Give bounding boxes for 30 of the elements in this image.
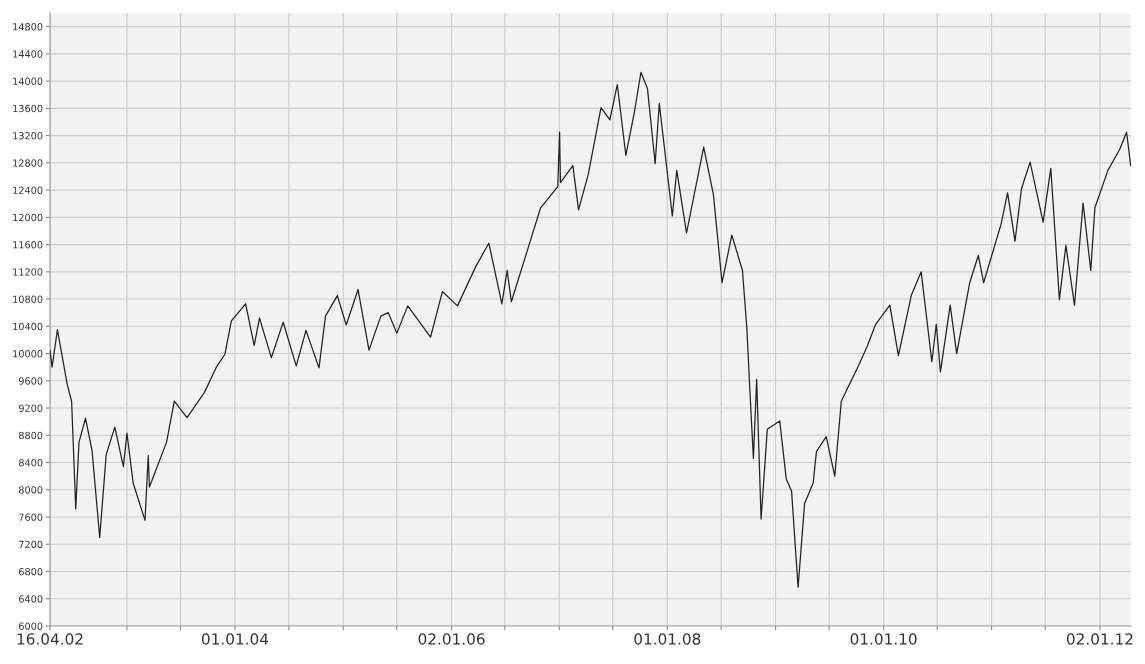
y-tick-label: 13200 [13, 132, 43, 140]
y-tick-label: 7200 [19, 540, 43, 549]
y-tick-label: 8000 [18, 486, 43, 494]
y-tick-label: 14000 [13, 77, 43, 85]
y-tick-label: 6000 [18, 622, 43, 630]
x-tick-label: 01.01.08 [634, 633, 701, 645]
y-tick-label: 8400 [18, 459, 43, 467]
y-tick-label: 10000 [13, 350, 43, 358]
x-tick-label: 01.01.04 [201, 633, 269, 645]
y-tick-label: 14800 [13, 23, 43, 31]
y-tick-label: 8800 [18, 431, 43, 440]
y-tick-label: 10800 [13, 295, 43, 303]
y-tick-label: 12000 [13, 213, 43, 222]
x-tick-label: 02.01.12 [1066, 633, 1133, 645]
y-tick-label: 14400 [13, 50, 43, 58]
y-tick-label: 11200 [13, 268, 43, 276]
y-tick-label: 7600 [19, 513, 43, 521]
line-series [50, 71, 1131, 588]
y-tick-label: 11600 [13, 241, 43, 249]
x-tick-label: 16.04.02 [17, 633, 83, 645]
y-tick-label: 12800 [13, 159, 43, 167]
y-tick-label: 12400 [13, 186, 43, 194]
y-tick-label: 6800 [18, 567, 43, 576]
y-tick-label: 13600 [13, 104, 43, 113]
y-tick-label: 6400 [18, 595, 43, 603]
y-tick-label: 9600 [18, 377, 43, 385]
y-tick-label: 9200 [18, 404, 43, 412]
y-tick-label: 10400 [13, 322, 43, 331]
x-tick-label: 01.01.10 [850, 633, 917, 645]
x-tick-label: 02.01.06 [418, 633, 485, 645]
